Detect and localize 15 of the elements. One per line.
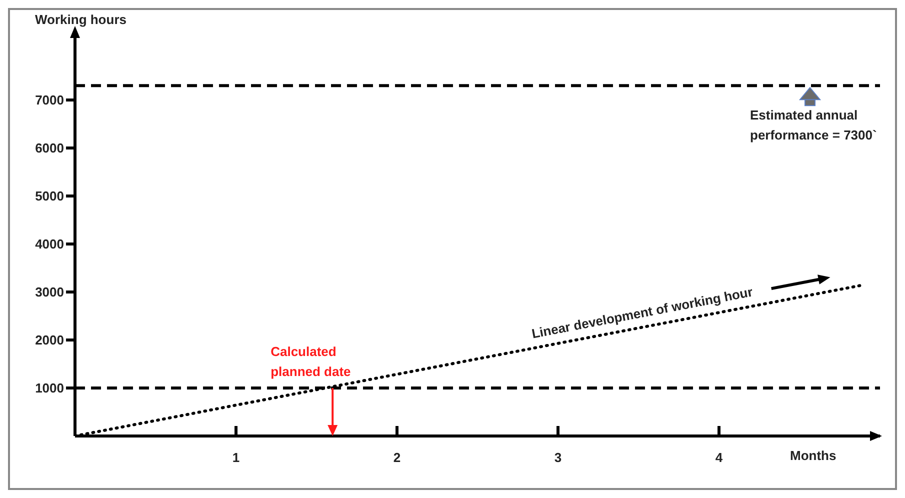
y-tick-label: 5000 <box>35 188 64 204</box>
y-axis-title: Working hours <box>35 12 126 27</box>
y-tick-label: 2000 <box>35 332 64 348</box>
x-tick-label: 2 <box>393 450 401 465</box>
y-tick-label: 7000 <box>35 92 64 108</box>
y-tick-label: 4000 <box>35 236 64 252</box>
x-tick-label: 4 <box>715 450 724 465</box>
x-axis-title: Months <box>790 448 836 463</box>
y-tick-label: 1000 <box>35 380 64 396</box>
y-tick-label: 3000 <box>35 284 64 300</box>
annotation: Calculated planned date <box>270 344 351 379</box>
ref-line-label: Estimated annual performance = 7300` <box>750 108 877 143</box>
y-tick-label: 6000 <box>35 140 64 156</box>
x-tick-label: 3 <box>554 450 562 465</box>
x-tick-label: 1 <box>232 450 240 465</box>
